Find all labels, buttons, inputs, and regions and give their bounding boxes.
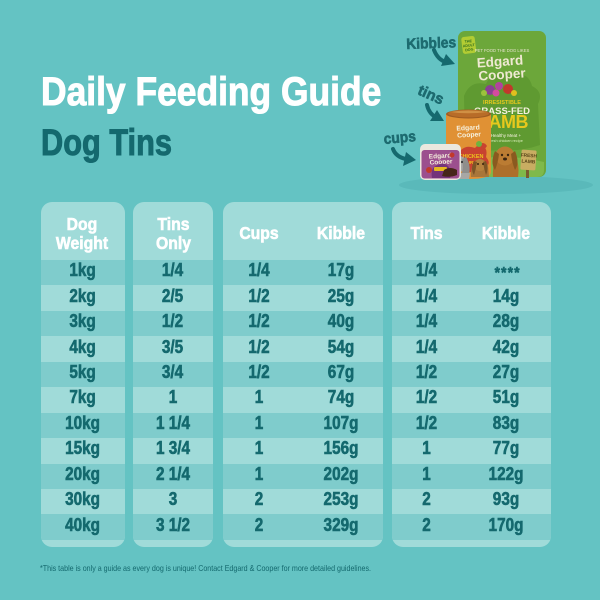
svg-text:fresh chicken recipe: fresh chicken recipe bbox=[489, 139, 523, 143]
svg-text:DOG: DOG bbox=[465, 47, 474, 52]
svg-text:Cooper: Cooper bbox=[429, 158, 453, 166]
svg-text:Edgard: Edgard bbox=[429, 152, 452, 160]
svg-text:GRASS-FED: GRASS-FED bbox=[474, 106, 530, 117]
svg-text:ADULT: ADULT bbox=[463, 43, 476, 49]
svg-text:THE: THE bbox=[464, 39, 472, 44]
svg-text:IRRESISTIBLE: IRRESISTIBLE bbox=[483, 100, 521, 106]
svg-text:Edgard: Edgard bbox=[456, 124, 480, 132]
svg-text:PET FOOD THE DOG LIKES: PET FOOD THE DOG LIKES bbox=[475, 48, 530, 53]
svg-text:& TURKEY: & TURKEY bbox=[459, 160, 482, 165]
svg-text:FRESH: FRESH bbox=[520, 152, 537, 159]
svg-text:Healthy Meat +: Healthy Meat + bbox=[491, 133, 522, 138]
svg-text:Cooper: Cooper bbox=[457, 131, 481, 139]
svg-text:Edgard: Edgard bbox=[476, 52, 523, 70]
svg-text:LAMB: LAMB bbox=[521, 159, 536, 166]
svg-text:Cooper: Cooper bbox=[478, 65, 527, 83]
svg-text:CHICKEN: CHICKEN bbox=[458, 154, 483, 160]
